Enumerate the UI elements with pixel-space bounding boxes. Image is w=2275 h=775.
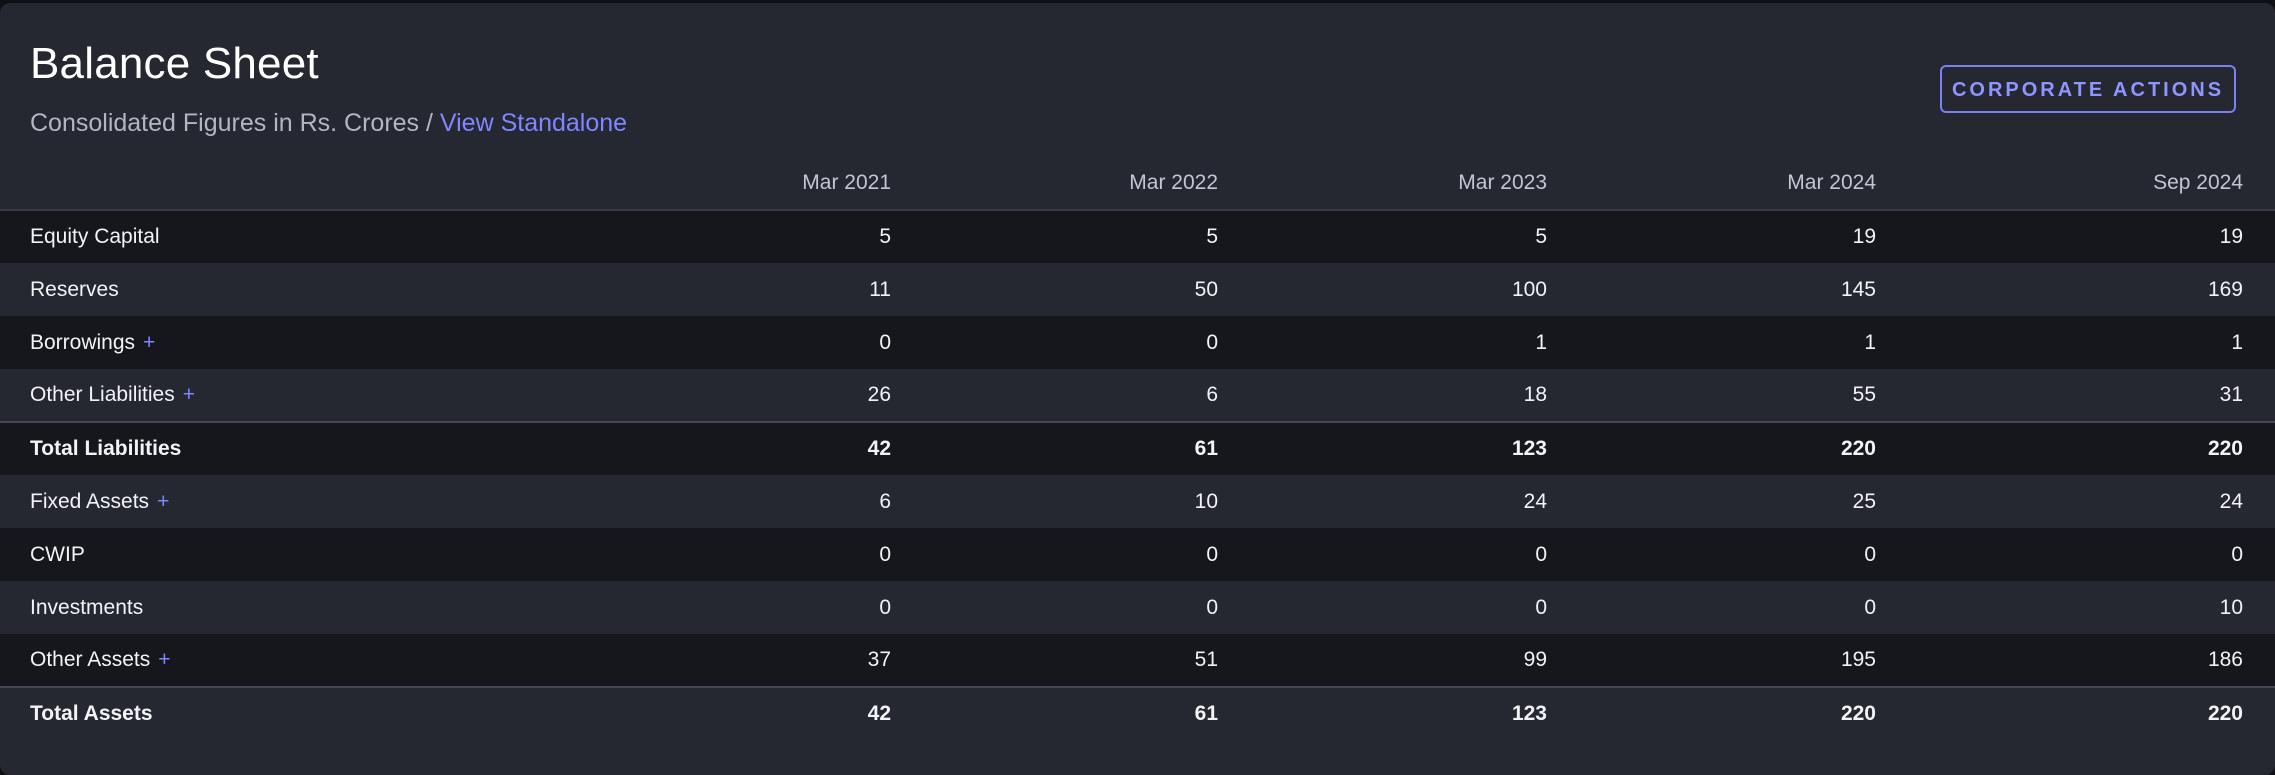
cell-value: 19 — [1876, 209, 2275, 263]
cell-value: 51 — [1194, 648, 1218, 671]
subtitle: Consolidated Figures in Rs. Crores / Vie… — [30, 109, 627, 138]
table-row-total-liabilities: Total Liabilities 42 61 123 220 220 — [0, 421, 2275, 475]
row-label[interactable]: Fixed Assets + — [0, 475, 620, 528]
cell-value: 220 — [1547, 686, 1876, 740]
balance-sheet-table: Mar 2021 Mar 2022 Mar 2023 Mar 2024 Sep … — [0, 156, 2275, 740]
expand-plus-icon[interactable]: + — [143, 330, 156, 354]
table-row-other-liabilities[interactable]: Other Liabilities + 26 6 18 55 31 — [0, 369, 2275, 422]
row-label: Reserves — [0, 263, 620, 316]
cell-value: 19 — [1547, 209, 1876, 263]
cell-value: 195 — [1840, 648, 1876, 671]
table-row-borrowings[interactable]: Borrowings + 0 0 1 1 1 — [0, 316, 2275, 369]
row-label-text: Investments — [30, 595, 144, 619]
table-row-other-assets[interactable]: Other Assets + 37 51 99 195 186 — [0, 634, 2275, 687]
cell-value: 0 — [879, 542, 891, 566]
balance-sheet-panel: Balance Sheet Consolidated Figures in Rs… — [0, 3, 2275, 775]
row-label-text: Equity Capital — [30, 225, 160, 248]
table-row-investments: Investments 0 0 0 0 10 — [0, 581, 2275, 634]
expand-plus-icon[interactable]: + — [182, 383, 195, 406]
row-label[interactable]: Borrowings + — [0, 316, 620, 369]
cell-value: 5 — [620, 209, 891, 263]
cell-value: 0 — [1206, 542, 1218, 566]
cell-value: 220 — [1876, 421, 2275, 475]
row-label-text: Total Assets — [30, 702, 153, 725]
row-label-text: Other Liabilities — [30, 383, 175, 406]
column-header-label — [0, 156, 620, 210]
cell-value: 42 — [620, 686, 891, 740]
cell-value: 0 — [1206, 330, 1218, 354]
page-title: Balance Sheet — [30, 39, 319, 88]
cell-value: 0 — [2231, 542, 2243, 566]
cell-value: 24 — [2219, 489, 2243, 513]
cell-value: 61 — [891, 421, 1218, 475]
table-row-cwip: CWIP 0 0 0 0 0 — [0, 528, 2275, 581]
table-row-equity-capital: Equity Capital 5 5 5 19 19 — [0, 209, 2275, 263]
cell-value: 0 — [1206, 595, 1218, 619]
row-label: CWIP — [0, 528, 620, 581]
cell-value: 5 — [1218, 209, 1547, 263]
cell-value: 37 — [867, 648, 891, 671]
cell-value: 99 — [1523, 648, 1547, 671]
row-label-text: Total Liabilities — [30, 437, 182, 460]
cell-value: 0 — [879, 330, 891, 354]
row-label: Total Liabilities — [0, 421, 620, 475]
table-row-total-assets: Total Assets 42 61 123 220 220 — [0, 686, 2275, 740]
cell-value: 31 — [2219, 383, 2243, 406]
cell-value: 1 — [2231, 330, 2243, 354]
cell-value: 220 — [1876, 686, 2275, 740]
row-label: Equity Capital — [0, 209, 620, 263]
cell-value: 220 — [1547, 421, 1876, 475]
cell-value: 5 — [891, 209, 1218, 263]
row-label[interactable]: Other Assets + — [0, 634, 620, 687]
cell-value: 6 — [1206, 383, 1218, 406]
cell-value: 61 — [891, 686, 1218, 740]
cell-value: 6 — [879, 489, 891, 513]
table-row-fixed-assets[interactable]: Fixed Assets + 6 10 24 25 24 — [0, 475, 2275, 528]
row-label[interactable]: Other Liabilities + — [0, 369, 620, 422]
row-label: Investments — [0, 581, 620, 634]
cell-value: 0 — [1535, 595, 1547, 619]
column-header-mar-2021: Mar 2021 — [802, 170, 891, 194]
subtitle-text: Consolidated Figures in Rs. Crores / — [30, 109, 440, 137]
cell-value: 0 — [1864, 542, 1876, 566]
cell-value: 1 — [1864, 330, 1876, 354]
cell-value: 100 — [1511, 277, 1547, 301]
cell-value: 55 — [1852, 383, 1876, 406]
column-header-sep-2024: Sep 2024 — [2153, 170, 2243, 194]
expand-plus-icon[interactable]: + — [157, 489, 170, 513]
cell-value: 186 — [2207, 648, 2243, 671]
row-label: Total Assets — [0, 686, 620, 740]
cell-value: 50 — [1194, 277, 1218, 301]
column-header-mar-2024: Mar 2024 — [1787, 170, 1876, 194]
cell-value: 1 — [1535, 330, 1547, 354]
cell-value: 10 — [2219, 595, 2243, 619]
cell-value: 11 — [869, 277, 891, 301]
row-label-text: Fixed Assets — [30, 489, 150, 513]
cell-value: 24 — [1523, 489, 1547, 513]
column-header-mar-2022: Mar 2022 — [1129, 170, 1218, 194]
cell-value: 169 — [2207, 277, 2243, 301]
cell-value: 145 — [1840, 277, 1876, 301]
expand-plus-icon[interactable]: + — [158, 648, 171, 671]
cell-value: 18 — [1523, 383, 1547, 406]
cell-value: 42 — [620, 421, 891, 475]
cell-value: 123 — [1218, 686, 1547, 740]
cell-value: 26 — [867, 383, 891, 406]
cell-value: 10 — [1194, 489, 1218, 513]
row-label-text: CWIP — [30, 542, 85, 566]
column-header-mar-2023: Mar 2023 — [1458, 170, 1547, 194]
view-standalone-link[interactable]: View Standalone — [439, 109, 628, 137]
cell-value: 0 — [879, 595, 891, 619]
cell-value: 0 — [1535, 542, 1547, 566]
cell-value: 123 — [1218, 421, 1547, 475]
row-label-text: Other Assets — [30, 648, 151, 671]
corporate-actions-button[interactable]: CORPORATE ACTIONS — [1940, 65, 2236, 113]
cell-value: 0 — [1864, 595, 1876, 619]
row-label-text: Reserves — [30, 277, 119, 301]
row-label-text: Borrowings — [30, 330, 136, 354]
table-row-reserves: Reserves 11 50 100 145 169 — [0, 263, 2275, 316]
table-header-row: Mar 2021 Mar 2022 Mar 2023 Mar 2024 Sep … — [0, 156, 2275, 210]
cell-value: 25 — [1852, 489, 1876, 513]
